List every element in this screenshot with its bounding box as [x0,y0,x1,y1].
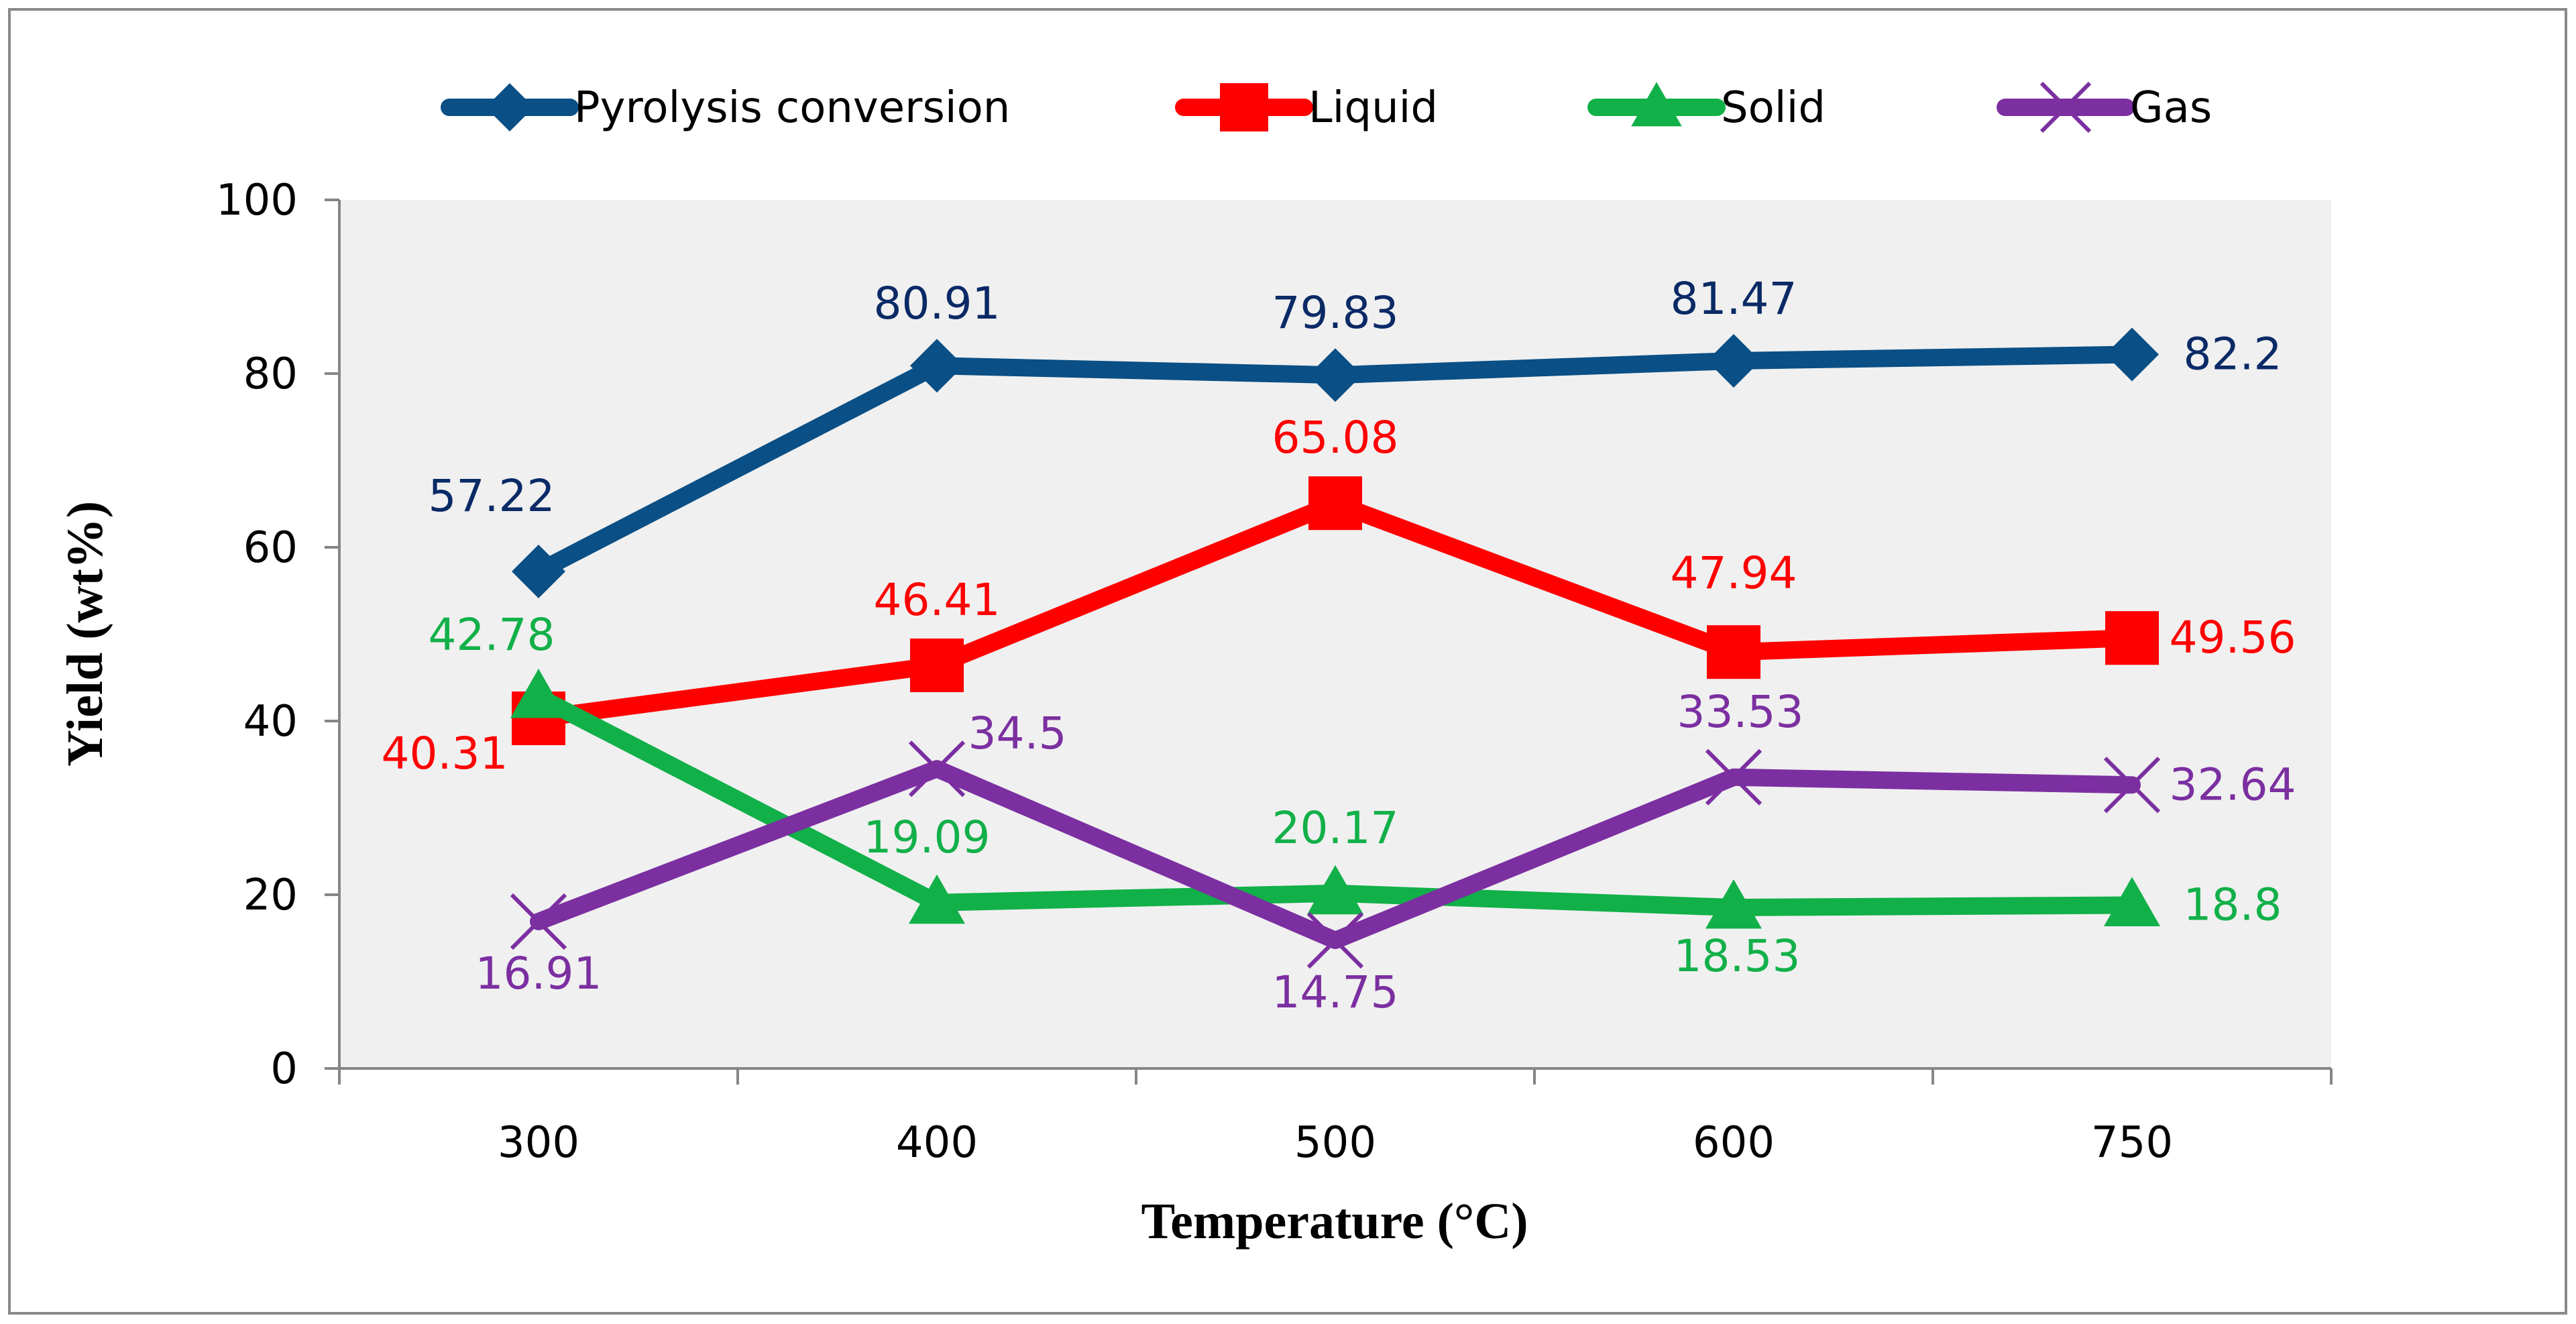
gas-point [510,893,567,950]
legend-label: Liquid [1308,83,1438,133]
pyrolysis-conversion-data-label: 81.47 [1671,273,1797,325]
gas-data-label: 33.53 [1677,686,1804,738]
series-gas [510,740,2161,969]
solid-data-label: 20.17 [1272,802,1399,854]
gas-point [2103,757,2161,814]
x-tick-label: 500 [1294,1118,1376,1168]
legend-swatch-marker [486,83,534,131]
series-layer [510,327,2161,969]
y-tick-label: 60 [243,523,298,573]
legend-swatch-marker [1631,82,1682,127]
legend-swatch-marker [2039,81,2092,133]
liquid-data-label: 46.41 [874,574,1001,626]
legend-label: Pyrolysis conversion [574,83,1010,133]
legend-label: Solid [1721,83,1826,133]
legend-item-solid: Solid [1587,82,1826,133]
liquid-data-label: 47.94 [1671,547,1797,599]
gas-data-label: 14.75 [1272,967,1399,1018]
solid-point [909,874,965,924]
liquid-point [2105,611,2159,665]
legend-item-liquid: Liquid [1175,83,1438,133]
gas-data-label: 34.5 [968,708,1067,759]
x-tick-label: 750 [2091,1118,2173,1168]
x-tick-label: 600 [1693,1118,1775,1168]
solid-point [2104,877,2160,927]
x-tick-label: 300 [498,1118,579,1168]
gas-point [1705,749,1762,806]
y-tick-label: 40 [243,697,298,747]
pyrolysis-conversion-point [512,545,565,599]
y-tick-label: 80 [243,349,298,399]
liquid-data-label: 65.08 [1272,412,1399,463]
pyrolysis-conversion-data-label: 80.91 [874,278,1001,329]
pyrolysis-conversion-point [1707,333,1760,388]
gas-data-label: 16.91 [475,948,602,999]
liquid-point [1707,625,1760,679]
liquid-data-label: 40.31 [382,728,508,779]
x-axis-title: Temperature (°C) [1141,1193,1528,1250]
liquid-point [910,638,964,692]
solid-data-label: 18.53 [1674,930,1801,982]
solid-data-label: 18.8 [2184,879,2282,931]
data-labels: 57.22 80.91 79.83 81.47 82.2 40.31 46.41 65.08 4… [382,273,2296,1018]
pyrolysis-conversion-point [1308,348,1362,402]
y-tick-label: 100 [216,176,298,225]
solid-point [510,668,567,718]
y-axis-title: Yield (wt%) [57,501,113,767]
pyrolysis-conversion-data-label: 82.2 [2184,329,2282,380]
gas-point [908,740,966,797]
liquid-data-label: 49.56 [2170,612,2296,663]
y-ticks: 0 20 40 60 80 100 [216,176,339,1094]
liquid-point [1308,476,1362,531]
pyrolysis-conversion-data-label: 79.83 [1272,287,1399,339]
pyrolysis-conversion-point [2105,327,2159,382]
pyrolysis-conversion-data-label: 57.22 [429,470,555,522]
solid-point [1307,865,1363,915]
solid-data-label: 42.78 [429,609,555,661]
solid-point [1705,879,1762,929]
legend-item-gas: Gas [1997,81,2212,133]
legend-label: Gas [2130,83,2212,133]
axes: 300 400 500 600 750 [338,200,2333,1168]
series-pyrolysis-conversion [512,327,2159,599]
y-tick-label: 0 [270,1044,298,1094]
legend-item-pyrolysis-conversion: Pyrolysis conversion [441,83,1010,133]
y-tick-label: 20 [243,871,298,920]
pyrolysis-conversion-point [910,339,964,393]
x-tick-label: 400 [896,1118,978,1168]
series-solid [510,668,2160,929]
legend-swatch-marker [1220,83,1268,131]
gas-point [1306,912,1364,969]
solid-data-label: 19.09 [864,812,991,863]
legend: Pyrolysis conversion Liquid Solid Gas [441,81,2212,133]
gas-data-label: 32.64 [2170,759,2296,810]
